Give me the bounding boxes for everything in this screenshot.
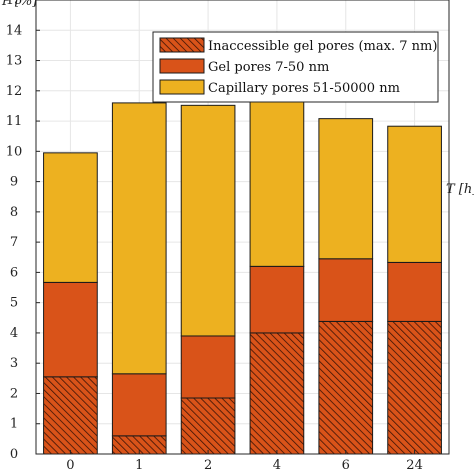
legend-entry-1: Gel pores 7-50 nm	[208, 60, 329, 75]
bar-segment-2-4	[249, 99, 305, 267]
legend-swatch-0	[159, 37, 205, 53]
x-tick-label: 2	[204, 458, 212, 473]
bar-segment-1-0	[43, 281, 98, 378]
bar-segment-2-2	[180, 104, 236, 337]
legend-entry-0: Inaccessible gel pores (max. 7 nm)	[208, 39, 437, 54]
y-tick-label: 2	[10, 386, 18, 401]
y-tick-label: 10	[6, 144, 23, 159]
x-tick-label: 6	[342, 458, 350, 473]
bar-segment-1-2	[180, 335, 236, 399]
y-tick-label: 13	[6, 54, 23, 69]
bar-segment-2-1	[111, 102, 167, 375]
y-tick-label: 5	[10, 296, 18, 311]
x-axis-ticks: 0 1 2 4 6 24	[66, 450, 423, 473]
legend-swatch-1	[159, 58, 205, 74]
x-tick-label: 24	[406, 458, 423, 473]
x-tick-label: 0	[66, 458, 74, 473]
bar-segment-1-1	[111, 373, 167, 437]
y-tick-label: 7	[10, 235, 18, 250]
y-tick-label: 12	[6, 84, 23, 99]
bar-segment-2-0	[43, 152, 98, 283]
x-axis-label: T [h]	[446, 182, 474, 197]
y-tick-label: 11	[6, 114, 23, 129]
plot-frame	[35, 0, 450, 455]
bar-segment-2-6	[318, 118, 374, 260]
bar-segment-0-4	[249, 332, 305, 455]
legend: Inaccessible gel pores (max. 7 nm) Gel po…	[152, 31, 439, 103]
x-tick-label: 4	[273, 458, 281, 473]
y-tick-label: 1	[10, 417, 18, 432]
y-tick-label: 4	[10, 326, 18, 341]
legend-entry-2: Capillary pores 51-50000 nm	[208, 81, 400, 96]
bar-segment-1-6	[318, 258, 374, 322]
y-tick-label: 15	[6, 0, 23, 8]
bar-segment-0-2	[180, 397, 236, 455]
y-tick-label: 9	[10, 175, 18, 190]
y-tick-label: 6	[10, 265, 18, 280]
bar-segment-1-24	[387, 261, 442, 322]
legend-swatch-2	[159, 79, 205, 95]
bar-segment-0-24	[387, 320, 442, 455]
bar-segment-2-24	[387, 125, 442, 263]
y-tick-label: 8	[10, 205, 18, 220]
y-axis-label: P [%]	[1, 0, 38, 9]
x-tick-label: 1	[135, 458, 143, 473]
bar-segment-0-6	[318, 320, 374, 455]
y-tick-label: 14	[6, 23, 23, 38]
bar-segment-1-4	[249, 265, 305, 334]
y-tick-label: 3	[10, 356, 18, 371]
y-tick-label: 0	[10, 447, 18, 462]
bar-segment-0-0	[43, 376, 98, 455]
bars	[43, 99, 442, 455]
